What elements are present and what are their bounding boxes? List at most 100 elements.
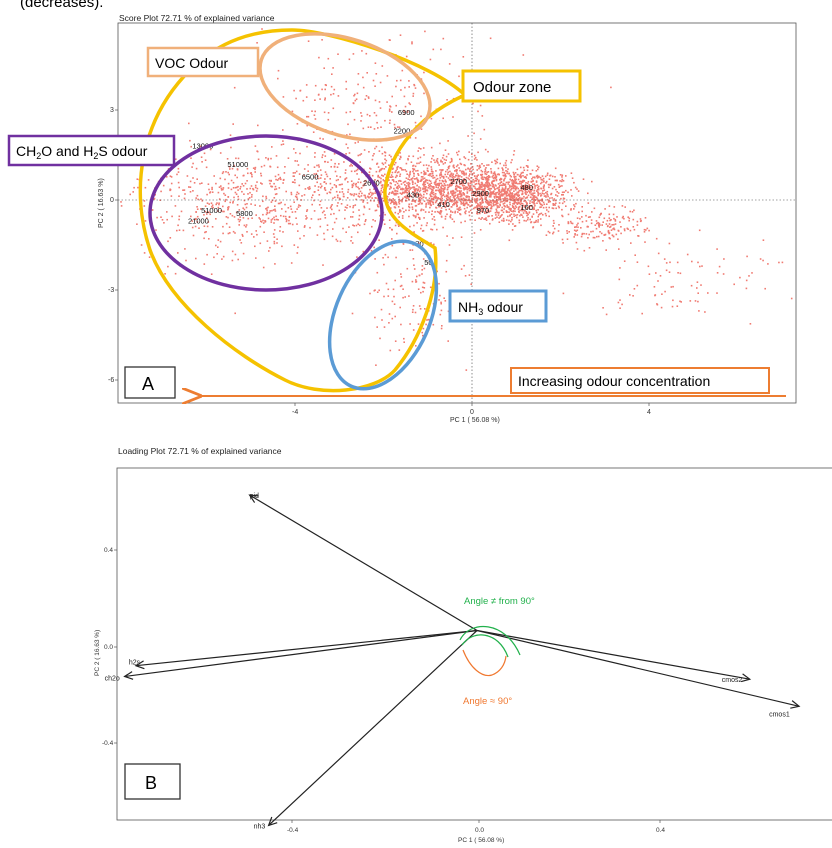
score-point	[336, 196, 339, 199]
score-point	[254, 171, 256, 173]
score-point	[515, 181, 518, 184]
score-point	[400, 276, 403, 278]
score-point	[546, 172, 549, 175]
score-point	[354, 204, 357, 206]
score-point	[441, 161, 444, 163]
score-point	[518, 210, 520, 213]
score-point	[447, 167, 450, 170]
score-point	[433, 223, 436, 226]
score-point	[376, 326, 378, 328]
score-point	[435, 200, 438, 203]
score-point	[542, 187, 545, 189]
score-point	[648, 273, 651, 275]
score-point	[242, 217, 245, 219]
score-point	[383, 168, 386, 170]
score-point	[464, 211, 466, 214]
score-point	[419, 308, 422, 310]
score-point	[297, 246, 299, 249]
score-point	[575, 202, 577, 205]
score-point	[394, 190, 396, 192]
score-point	[424, 191, 426, 193]
score-point	[456, 194, 459, 197]
score-point	[513, 181, 515, 183]
score-point	[512, 171, 515, 174]
score-point	[439, 190, 442, 193]
score-point	[573, 205, 576, 208]
score-point	[233, 216, 236, 218]
score-point	[345, 80, 347, 83]
score-point	[251, 217, 253, 219]
score-point	[493, 179, 496, 182]
score-point	[525, 212, 528, 214]
score-point	[443, 297, 445, 299]
score-point	[373, 112, 376, 114]
score-point	[428, 183, 431, 186]
score-point	[191, 166, 193, 168]
score-point	[345, 153, 347, 155]
score-point	[408, 186, 410, 188]
score-point	[365, 52, 368, 55]
score-point	[255, 257, 257, 259]
score-point	[571, 222, 574, 225]
score-point	[394, 161, 397, 164]
point-value-label: 6500	[302, 172, 319, 181]
score-point	[522, 204, 525, 207]
score-point	[483, 193, 486, 196]
score-point	[231, 259, 234, 262]
score-point	[562, 242, 564, 244]
score-point	[324, 171, 327, 173]
score-point	[349, 193, 352, 195]
score-point	[478, 179, 480, 182]
score-point	[358, 196, 361, 198]
score-point	[526, 207, 528, 210]
score-point	[409, 173, 411, 176]
score-point	[494, 211, 497, 214]
score-point	[201, 182, 203, 184]
score-point	[441, 157, 444, 159]
score-point	[420, 227, 422, 230]
score-point	[614, 218, 617, 221]
score-point	[427, 199, 429, 201]
score-point	[545, 196, 547, 198]
score-point	[482, 208, 484, 211]
score-point	[532, 183, 534, 185]
score-point	[511, 182, 513, 184]
score-point	[493, 176, 496, 179]
score-point	[437, 162, 439, 164]
score-point	[430, 117, 433, 120]
score-point	[613, 228, 616, 231]
score-point	[689, 300, 692, 302]
score-point	[449, 200, 452, 202]
score-point	[431, 199, 433, 201]
score-point	[570, 172, 573, 174]
score-point	[452, 192, 455, 195]
score-point	[509, 207, 512, 210]
score-point	[597, 235, 600, 238]
score-point	[500, 184, 503, 186]
score-point	[492, 203, 495, 205]
score-point	[408, 191, 410, 193]
score-point	[294, 172, 296, 174]
score-point	[665, 262, 668, 264]
score-point	[395, 256, 397, 259]
score-point	[229, 134, 232, 136]
score-point	[474, 199, 476, 202]
score-point	[355, 193, 358, 196]
score-point	[424, 183, 426, 186]
score-point	[198, 227, 200, 229]
score-point	[416, 184, 418, 187]
score-point	[380, 126, 382, 128]
score-point	[400, 273, 402, 275]
score-point	[337, 202, 339, 204]
score-point	[195, 197, 197, 199]
score-point	[479, 186, 481, 189]
score-point	[509, 201, 511, 204]
score-point	[462, 173, 465, 175]
score-point	[440, 209, 442, 212]
score-point	[500, 191, 503, 193]
score-point	[464, 157, 467, 160]
score-point	[513, 203, 515, 205]
score-point	[484, 171, 486, 173]
score-point	[304, 225, 306, 227]
score-point	[514, 205, 517, 207]
